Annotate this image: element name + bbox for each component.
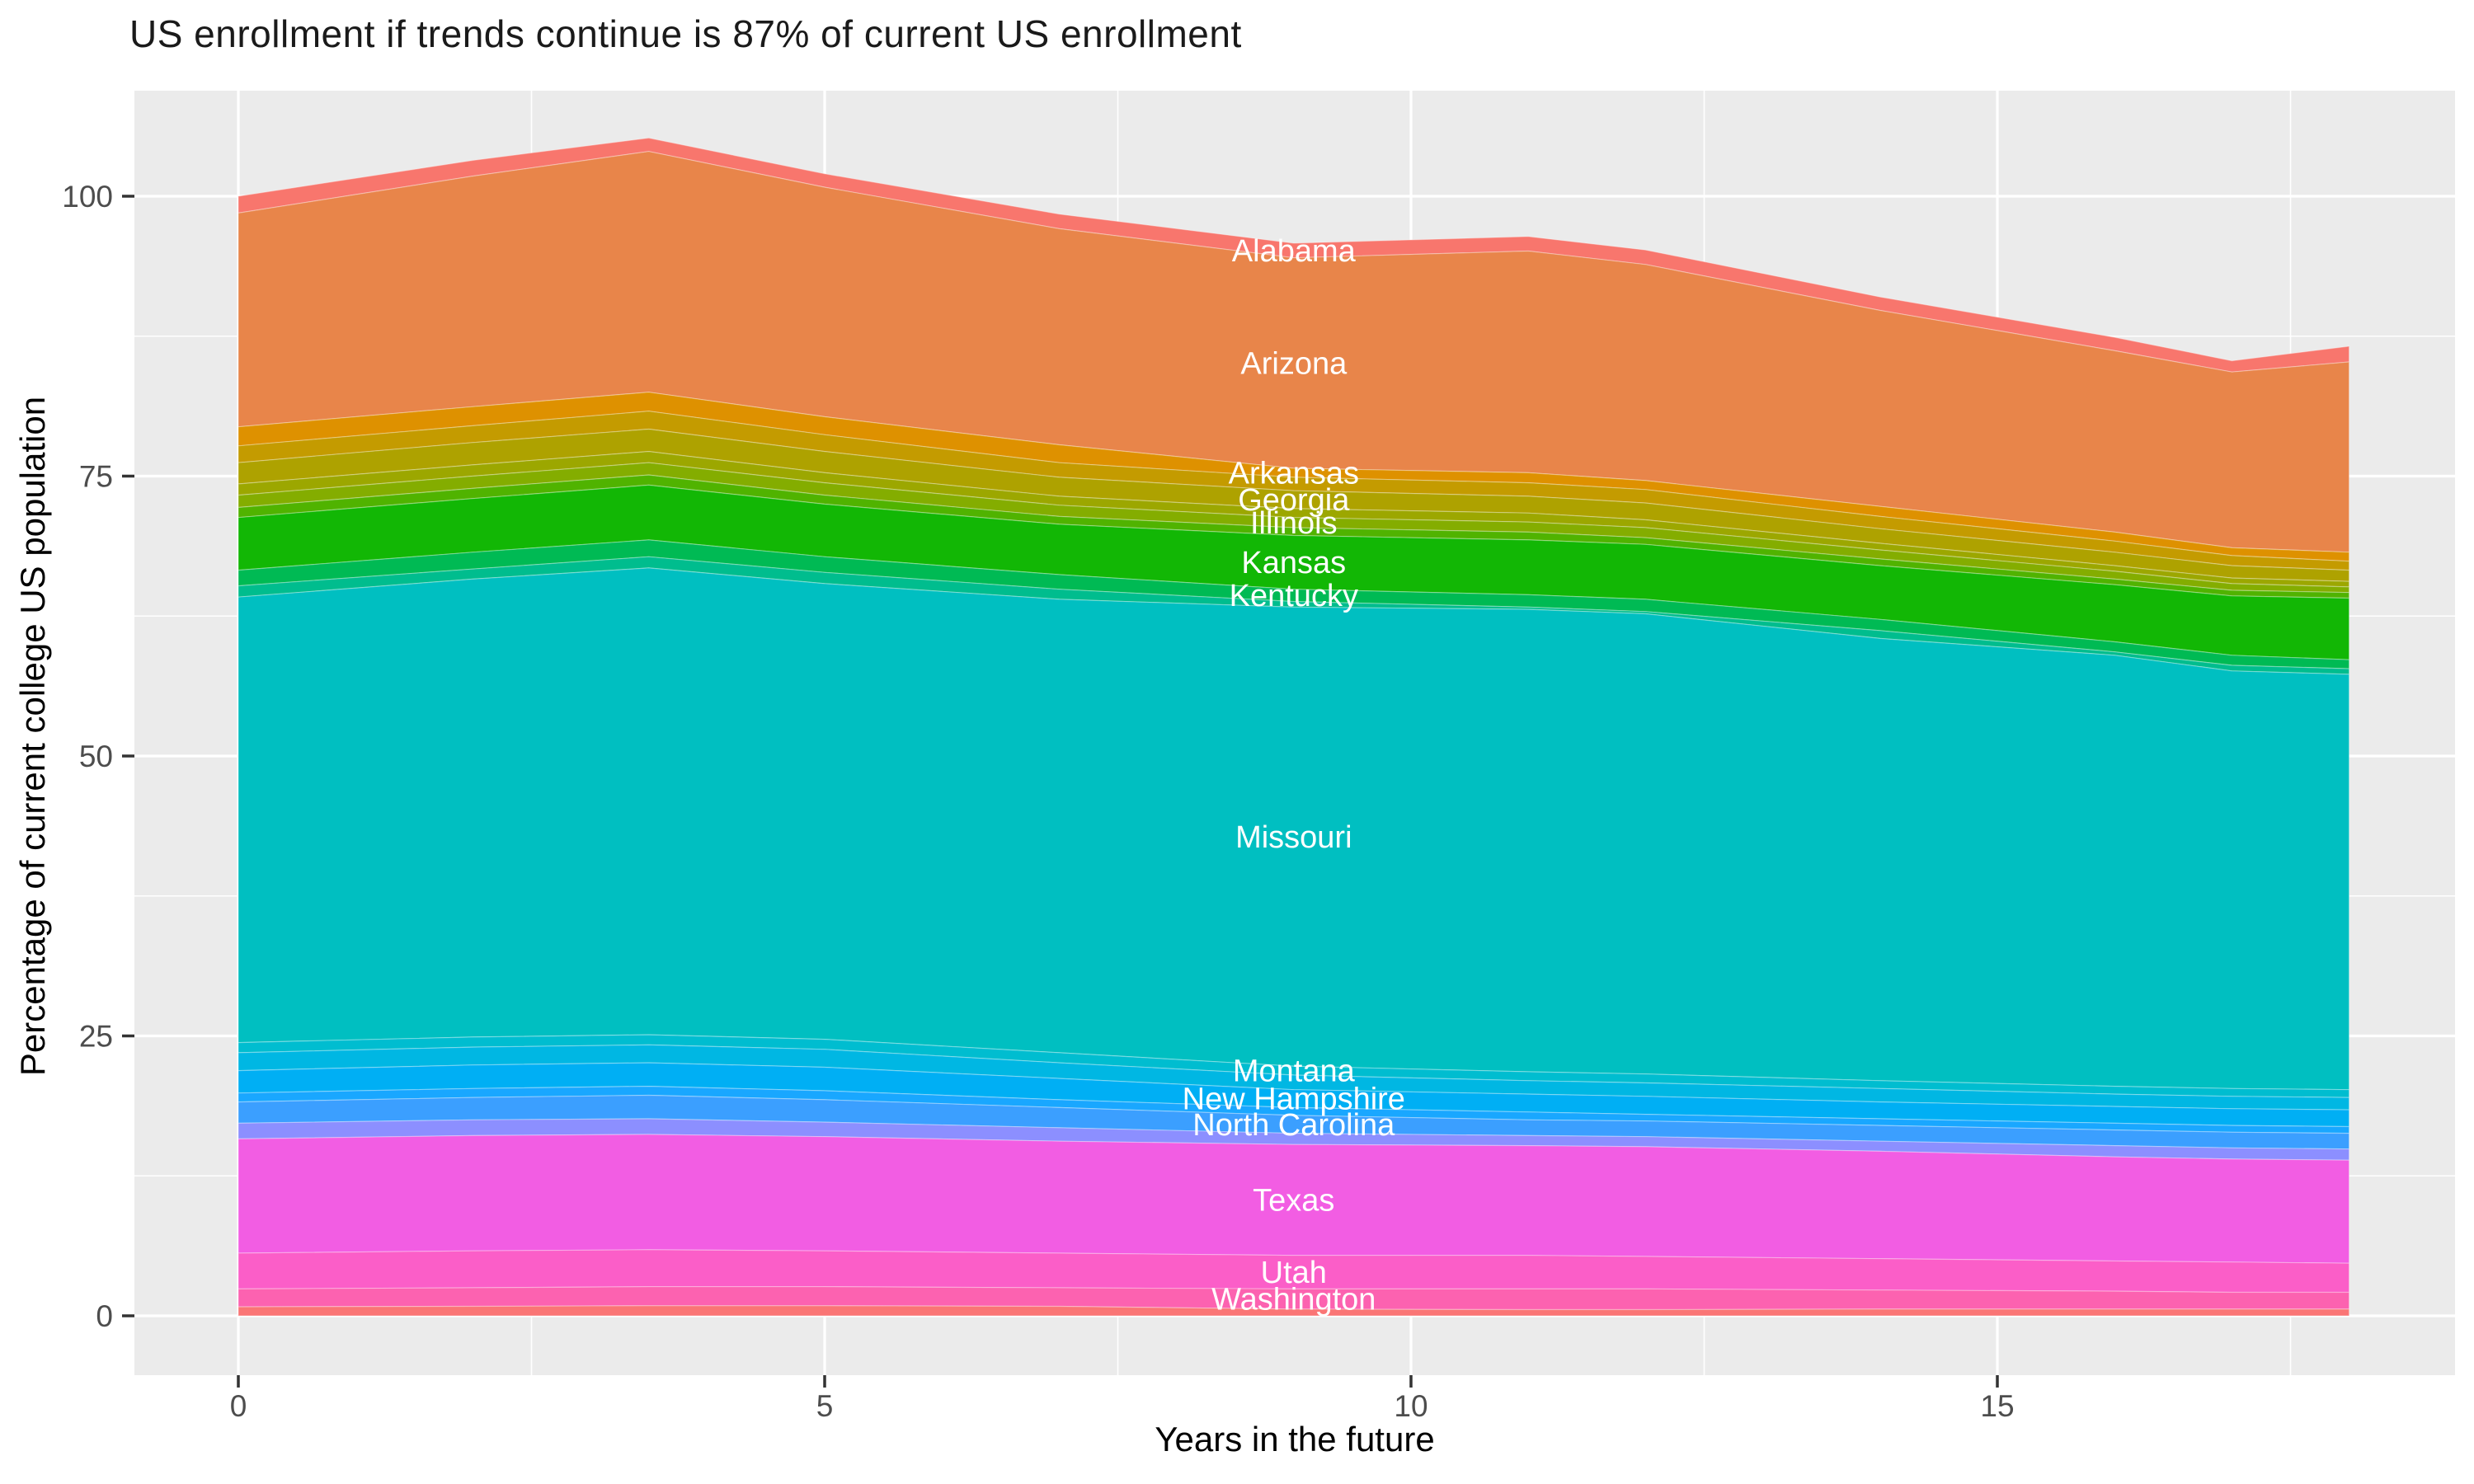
y-tick-label: 0 xyxy=(96,1299,113,1333)
band-label-kansas: Kansas xyxy=(1241,546,1346,580)
x-tick-label: 0 xyxy=(230,1389,247,1423)
x-tick-label: 10 xyxy=(1394,1389,1427,1423)
y-tick-label: 75 xyxy=(79,460,113,494)
band-label-north-carolina: North Carolina xyxy=(1192,1108,1395,1143)
band-label-montana: Montana xyxy=(1233,1054,1356,1089)
x-tick-label: 15 xyxy=(1980,1389,2014,1423)
y-tick-label: 25 xyxy=(79,1020,113,1054)
y-tick-label: 100 xyxy=(62,180,113,214)
band-label-texas: Texas xyxy=(1253,1183,1334,1218)
band-label-kentucky: Kentucky xyxy=(1230,579,1358,613)
y-tick-label: 50 xyxy=(79,740,113,773)
band-label-georgia: Georgia xyxy=(1238,483,1350,518)
x-axis-title: Years in the future xyxy=(1155,1420,1435,1458)
band-label-arkansas: Arkansas xyxy=(1229,456,1359,491)
band-label-washington: Washington xyxy=(1211,1283,1376,1317)
band-label-alabama: Alabama xyxy=(1232,234,1357,269)
chart-title: US enrollment if trends continue is 87% … xyxy=(129,12,1242,55)
area-band-22 xyxy=(238,1305,2350,1317)
band-label-utah: Utah xyxy=(1261,1256,1327,1290)
band-label-new-hampshire: New Hampshire xyxy=(1183,1082,1405,1117)
band-label-illinois: Illinois xyxy=(1250,506,1338,541)
y-axis-title: Percentage of current college US populat… xyxy=(13,396,52,1077)
band-label-arizona: Arizona xyxy=(1240,346,1348,381)
x-tick-label: 5 xyxy=(816,1389,834,1423)
top-margin-mask xyxy=(0,0,2474,91)
band-label-missouri: Missouri xyxy=(1235,820,1352,855)
